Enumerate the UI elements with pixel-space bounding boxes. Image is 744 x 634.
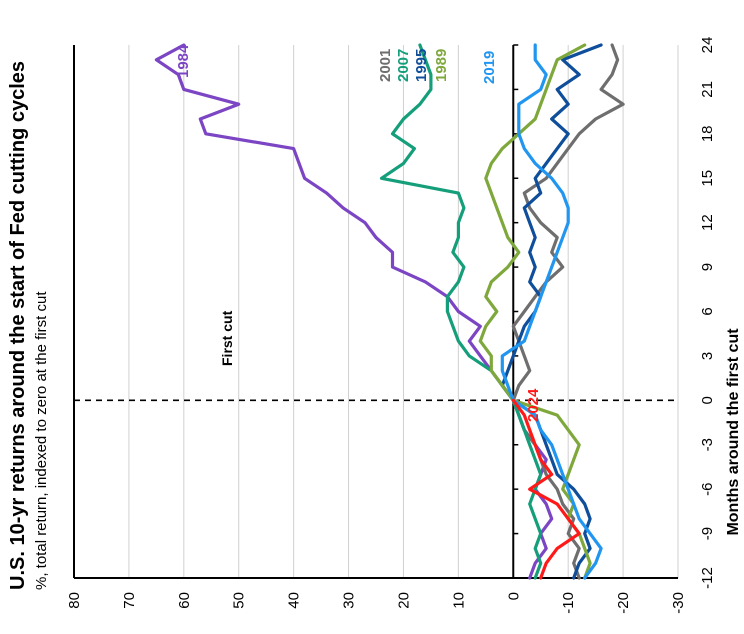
y-tick-label: 40 xyxy=(286,592,303,609)
series-labels: 1984 2001 2007 1995 1989 2019 2024 xyxy=(175,44,542,422)
y-tick-labels: -30 -20 -10 0 10 20 30 40 50 60 70 80 xyxy=(66,592,687,614)
x-tick-label: 15 xyxy=(699,170,716,187)
x-tick-label: 24 xyxy=(699,37,716,54)
x-tick-label: -3 xyxy=(699,438,716,451)
series-line-2007 xyxy=(379,43,543,580)
y-tick-label: -30 xyxy=(670,592,687,614)
x-tick-labels: -12 -9 -6 -3 0 3 6 9 12 15 18 21 24 xyxy=(699,37,716,589)
x-tick-label: 3 xyxy=(699,352,716,360)
series-label-1989: 1989 xyxy=(433,49,450,82)
x-tick-label: 6 xyxy=(699,307,716,315)
x-tick-label: -9 xyxy=(699,527,716,540)
y-tick-label: 50 xyxy=(231,592,248,609)
y-tick-label: 0 xyxy=(505,592,522,600)
series-line-1984 xyxy=(154,43,554,580)
y-tick-label: 20 xyxy=(395,592,412,609)
y-tick-label: -10 xyxy=(560,592,577,614)
x-tick-label: 18 xyxy=(699,125,716,142)
x-tick-label: 21 xyxy=(699,81,716,98)
chart-subtitle: %, total return, indexed to zero at the … xyxy=(33,291,50,590)
axes xyxy=(73,44,678,579)
chart-title: U.S. 10-yr returns around the start of F… xyxy=(7,61,29,590)
x-axis-title: Months around the first cut xyxy=(725,328,742,536)
x-tick-label: -6 xyxy=(699,482,716,495)
first-cut-annotation: First cut xyxy=(219,310,235,366)
series-label-2024: 2024 xyxy=(525,388,542,422)
y-tick-label: 80 xyxy=(66,592,83,609)
series-line-2024 xyxy=(511,398,581,580)
series-label-1995: 1995 xyxy=(413,49,430,82)
series-line-2001 xyxy=(511,43,625,580)
y-tick-label: 60 xyxy=(176,592,193,609)
x-tick-label: -12 xyxy=(699,567,716,589)
x-tick-label: 9 xyxy=(699,263,716,271)
y-tick-label: 70 xyxy=(121,592,138,609)
series-label-1984: 1984 xyxy=(175,44,192,78)
y-tick-label: -20 xyxy=(615,592,632,614)
series-label-2007: 2007 xyxy=(395,49,412,82)
y-tick-label: 30 xyxy=(341,592,358,609)
x-tick-label: 12 xyxy=(699,214,716,231)
series-label-2001: 2001 xyxy=(377,49,394,82)
y-tick-label: 10 xyxy=(450,592,467,609)
x-tick-label: 0 xyxy=(699,396,716,404)
series-lines xyxy=(154,43,625,580)
gridlines xyxy=(128,45,679,578)
series-line-2019 xyxy=(500,43,603,580)
series-label-2019: 2019 xyxy=(481,51,498,84)
